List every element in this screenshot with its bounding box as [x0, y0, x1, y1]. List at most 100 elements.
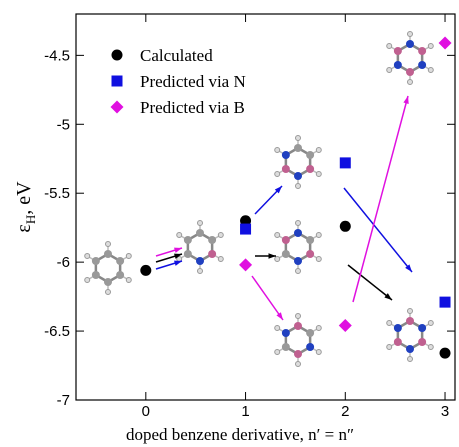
hydrogen — [296, 362, 301, 367]
legend-marker — [112, 76, 123, 87]
point — [339, 319, 352, 332]
hydrogen — [198, 269, 203, 274]
hydrogen — [275, 148, 280, 153]
chart: doped benzene derivative, n′ = n″ εH, eV… — [0, 0, 459, 447]
atom — [282, 329, 290, 337]
hydrogen — [218, 233, 223, 238]
hydrogen — [275, 172, 280, 177]
hydrogen — [316, 233, 321, 238]
atom — [306, 151, 314, 159]
atom — [306, 165, 314, 173]
point — [440, 348, 451, 359]
atom — [294, 172, 302, 180]
hydrogen — [408, 80, 413, 85]
hydrogen — [387, 345, 392, 350]
hydrogen — [177, 233, 182, 238]
legend-label: Predicted via B — [140, 98, 245, 117]
atom — [282, 165, 290, 173]
atom — [92, 257, 100, 265]
hydrogen — [218, 257, 223, 262]
atom — [394, 61, 402, 69]
atom — [394, 324, 402, 332]
hydrogen — [408, 357, 413, 362]
y-tick-label: -7 — [57, 392, 70, 409]
arrow — [344, 188, 412, 272]
point — [340, 221, 351, 232]
point — [240, 224, 251, 235]
hydrogen — [387, 68, 392, 73]
hydrogen — [275, 233, 280, 238]
hydrogen — [387, 321, 392, 326]
atom — [294, 322, 302, 330]
hydrogen — [296, 136, 301, 141]
hydrogen — [316, 172, 321, 177]
point — [439, 36, 452, 49]
hydrogen — [316, 257, 321, 262]
atom — [196, 257, 204, 265]
legend-label: Predicted via N — [140, 72, 246, 91]
y-label-symbol: ε — [13, 224, 35, 232]
hydrogen — [126, 254, 131, 259]
x-axis-label: doped benzene derivative, n′ = n″ — [126, 425, 354, 444]
hydrogen — [316, 326, 321, 331]
x-tick-label: 1 — [241, 403, 249, 420]
atom — [104, 278, 112, 286]
legend-marker — [112, 50, 123, 61]
atom — [196, 229, 204, 237]
atom — [294, 257, 302, 265]
hydrogen — [316, 350, 321, 355]
hydrogen — [316, 148, 321, 153]
arrow — [353, 96, 408, 302]
hydrogen — [85, 278, 90, 283]
hydrogen — [387, 44, 392, 49]
y-tick-label: -6 — [57, 254, 70, 271]
x-tick-label: 0 — [142, 403, 150, 420]
hydrogen — [198, 221, 203, 226]
hydrogen — [296, 184, 301, 189]
hydrogen — [296, 314, 301, 319]
atom — [208, 250, 216, 258]
y-tick-label: -5.5 — [44, 185, 70, 202]
atom — [406, 68, 414, 76]
y-axis-label: εH, eV — [13, 181, 38, 233]
y-tick-label: -4.5 — [44, 47, 70, 64]
hydrogen — [428, 345, 433, 350]
hydrogen — [106, 290, 111, 295]
atom — [406, 345, 414, 353]
y-label-unit: , eV — [13, 181, 35, 215]
arrow-head — [403, 96, 408, 104]
hydrogen — [275, 326, 280, 331]
hydrogen — [428, 321, 433, 326]
atom — [306, 343, 314, 351]
atom — [282, 250, 290, 258]
arrow — [252, 276, 283, 320]
legend-marker — [111, 101, 124, 114]
legend-label: Calculated — [140, 46, 213, 65]
point — [440, 297, 451, 308]
molecule-drawings — [85, 32, 434, 367]
point — [140, 265, 151, 276]
hydrogen — [296, 221, 301, 226]
x-tick-label: 3 — [441, 403, 449, 420]
atom — [406, 317, 414, 325]
hydrogen — [428, 68, 433, 73]
atom — [116, 271, 124, 279]
arrow-head — [174, 261, 182, 266]
atom — [294, 144, 302, 152]
hydrogen — [275, 350, 280, 355]
atom — [394, 47, 402, 55]
atom — [294, 350, 302, 358]
atom — [208, 236, 216, 244]
hydrogen — [275, 257, 280, 262]
arrow-head — [174, 248, 182, 253]
y-label-subscript: H — [23, 215, 38, 224]
atom — [406, 40, 414, 48]
hydrogen — [85, 254, 90, 259]
atom — [306, 329, 314, 337]
atom — [282, 236, 290, 244]
atom — [184, 236, 192, 244]
atom — [306, 236, 314, 244]
atom — [306, 250, 314, 258]
y-tick-label: -6.5 — [44, 323, 70, 340]
atom — [92, 271, 100, 279]
